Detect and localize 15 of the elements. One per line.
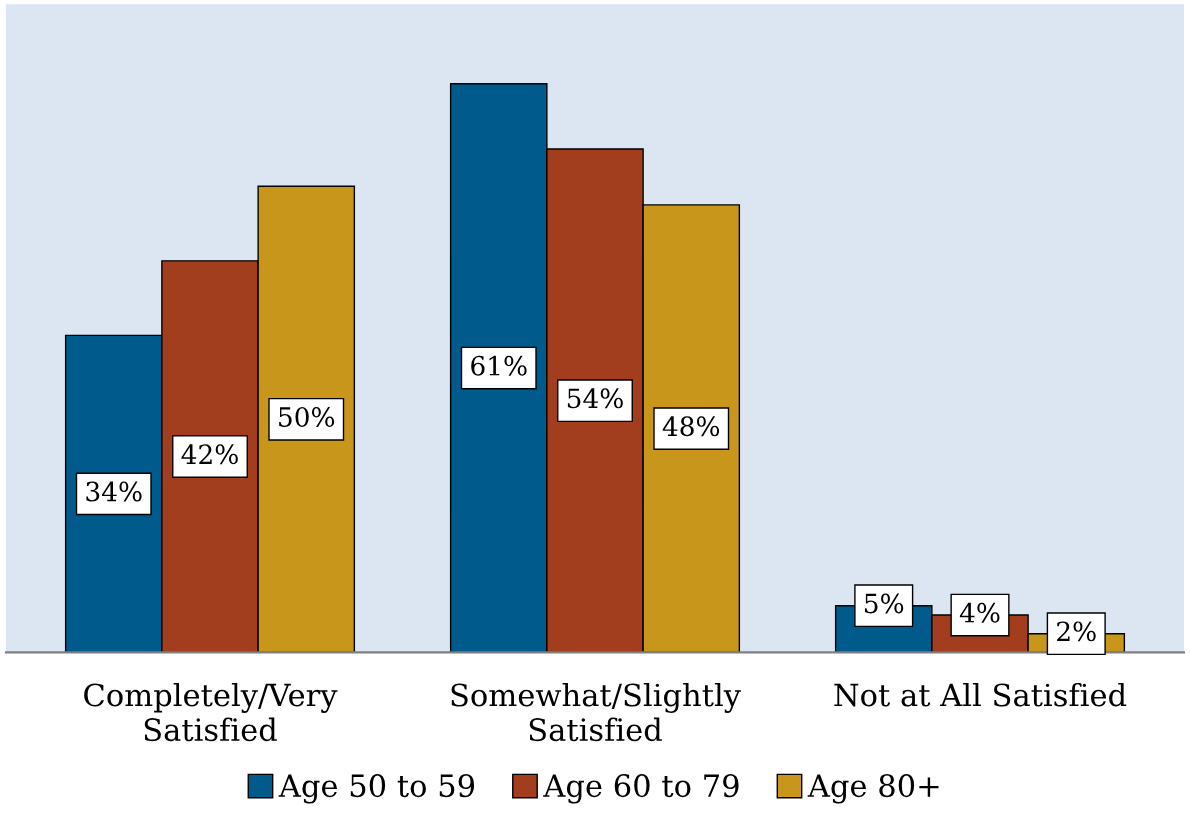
data-label: 4% bbox=[959, 602, 1000, 623]
data-label: 50% bbox=[279, 407, 335, 427]
legend-label: Age 80+ bbox=[807, 774, 939, 804]
x-tick-label: Somewhat/Slightly Satisfied bbox=[451, 682, 741, 742]
legend-label: Age 50 to 59 bbox=[278, 774, 475, 804]
data-label: 42% bbox=[181, 444, 238, 465]
data-label: 61% bbox=[471, 355, 527, 376]
x-tick-label: Completely/Very Satisfied bbox=[84, 682, 338, 742]
legend-label: Age 60 to 79 bbox=[543, 774, 739, 804]
data-label: 54% bbox=[567, 388, 623, 409]
data-label: 2% bbox=[1057, 621, 1096, 642]
data-label: 48% bbox=[662, 416, 720, 437]
data-label: 5% bbox=[865, 593, 904, 614]
x-tick-label: Not at All Satisfied bbox=[834, 682, 1127, 707]
data-label: 34% bbox=[86, 481, 142, 502]
